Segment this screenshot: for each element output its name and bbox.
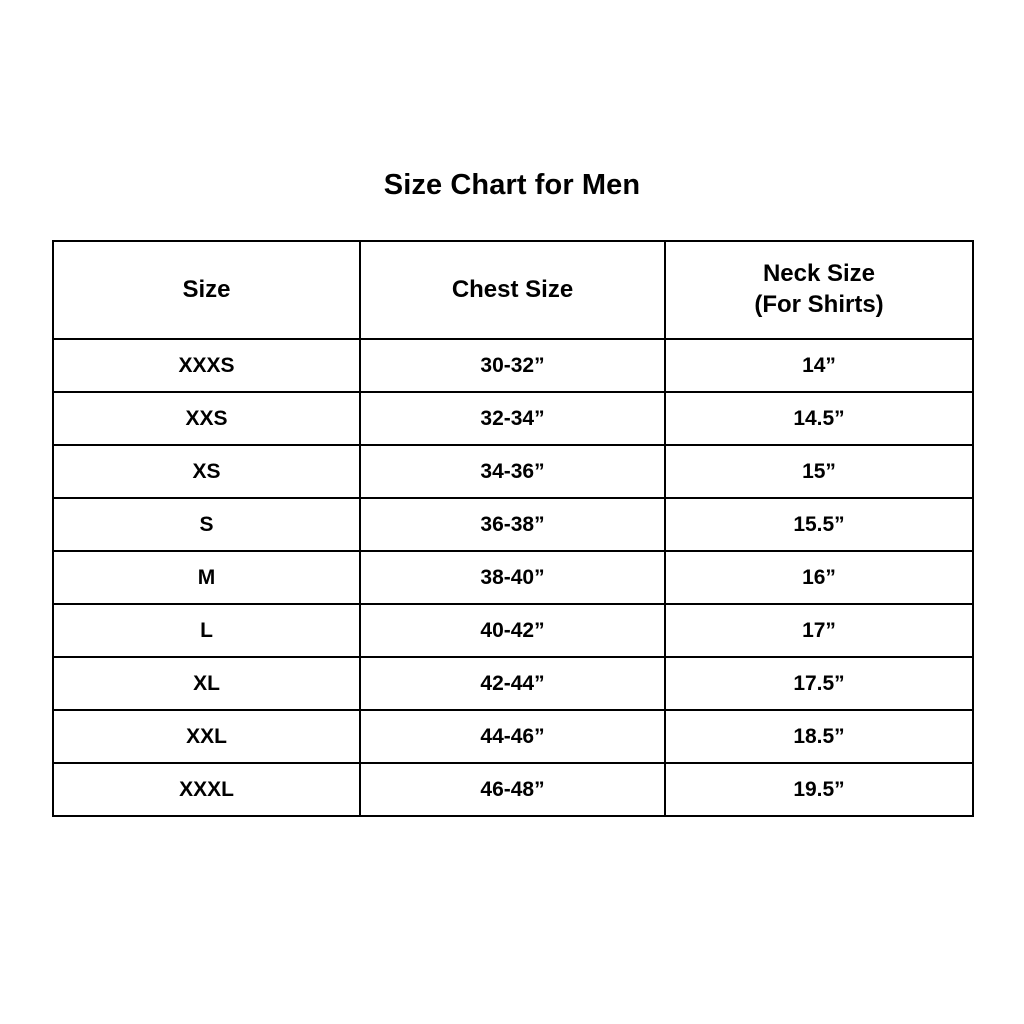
cell-chest: 38-40”: [359, 550, 666, 605]
column-header-chest: Chest Size: [359, 240, 666, 340]
cell-size: S: [52, 497, 361, 552]
cell-size: XXXS: [52, 338, 361, 393]
table-header: Size Chest Size Neck Size (For Shirts): [52, 240, 974, 340]
column-header-neck-sublabel: (For Shirts): [754, 291, 884, 318]
table-row: XXXS 30-32” 14”: [52, 338, 974, 393]
column-header-chest-label: Chest Size: [451, 275, 574, 303]
column-header-size-label: Size: [182, 275, 231, 303]
cell-neck: 17”: [664, 603, 974, 658]
table-row: M 38-40” 16”: [52, 550, 974, 605]
page-title: Size Chart for Men: [383, 169, 641, 201]
cell-neck: 14”: [664, 338, 974, 393]
cell-size: XXS: [52, 391, 361, 446]
size-chart-table: Size Chest Size Neck Size (For Shirts) X…: [52, 240, 974, 817]
cell-chest: 32-34”: [359, 391, 666, 446]
cell-neck: 16”: [664, 550, 974, 605]
column-header-neck-label: Neck Size: [762, 260, 876, 288]
cell-chest: 42-44”: [359, 656, 666, 711]
cell-size: L: [52, 603, 361, 658]
table-row: XS 34-36” 15”: [52, 444, 974, 499]
cell-size: XXL: [52, 709, 361, 764]
table-row: XL 42-44” 17.5”: [52, 656, 974, 711]
table-row: XXL 44-46” 18.5”: [52, 709, 974, 764]
cell-size: M: [52, 550, 361, 605]
table-row: L 40-42” 17”: [52, 603, 974, 658]
cell-chest: 46-48”: [359, 762, 666, 817]
cell-chest: 36-38”: [359, 497, 666, 552]
cell-neck: 15.5”: [664, 497, 974, 552]
cell-size: XL: [52, 656, 361, 711]
cell-neck: 17.5”: [664, 656, 974, 711]
cell-neck: 18.5”: [664, 709, 974, 764]
cell-size: XXXL: [52, 762, 361, 817]
cell-chest: 30-32”: [359, 338, 666, 393]
cell-chest: 34-36”: [359, 444, 666, 499]
table-header-row: Size Chest Size Neck Size (For Shirts): [52, 240, 974, 340]
table-body: XXXS 30-32” 14” XXS 32-34” 14.5” XS 34-3…: [52, 338, 974, 817]
column-header-size: Size: [52, 240, 361, 340]
table-row: S 36-38” 15.5”: [52, 497, 974, 552]
cell-neck: 15”: [664, 444, 974, 499]
cell-neck: 19.5”: [664, 762, 974, 817]
cell-size: XS: [52, 444, 361, 499]
table-row: XXXL 46-48” 19.5”: [52, 762, 974, 817]
cell-chest: 44-46”: [359, 709, 666, 764]
cell-neck: 14.5”: [664, 391, 974, 446]
cell-chest: 40-42”: [359, 603, 666, 658]
column-header-neck: Neck Size (For Shirts): [664, 240, 974, 340]
table-row: XXS 32-34” 14.5”: [52, 391, 974, 446]
